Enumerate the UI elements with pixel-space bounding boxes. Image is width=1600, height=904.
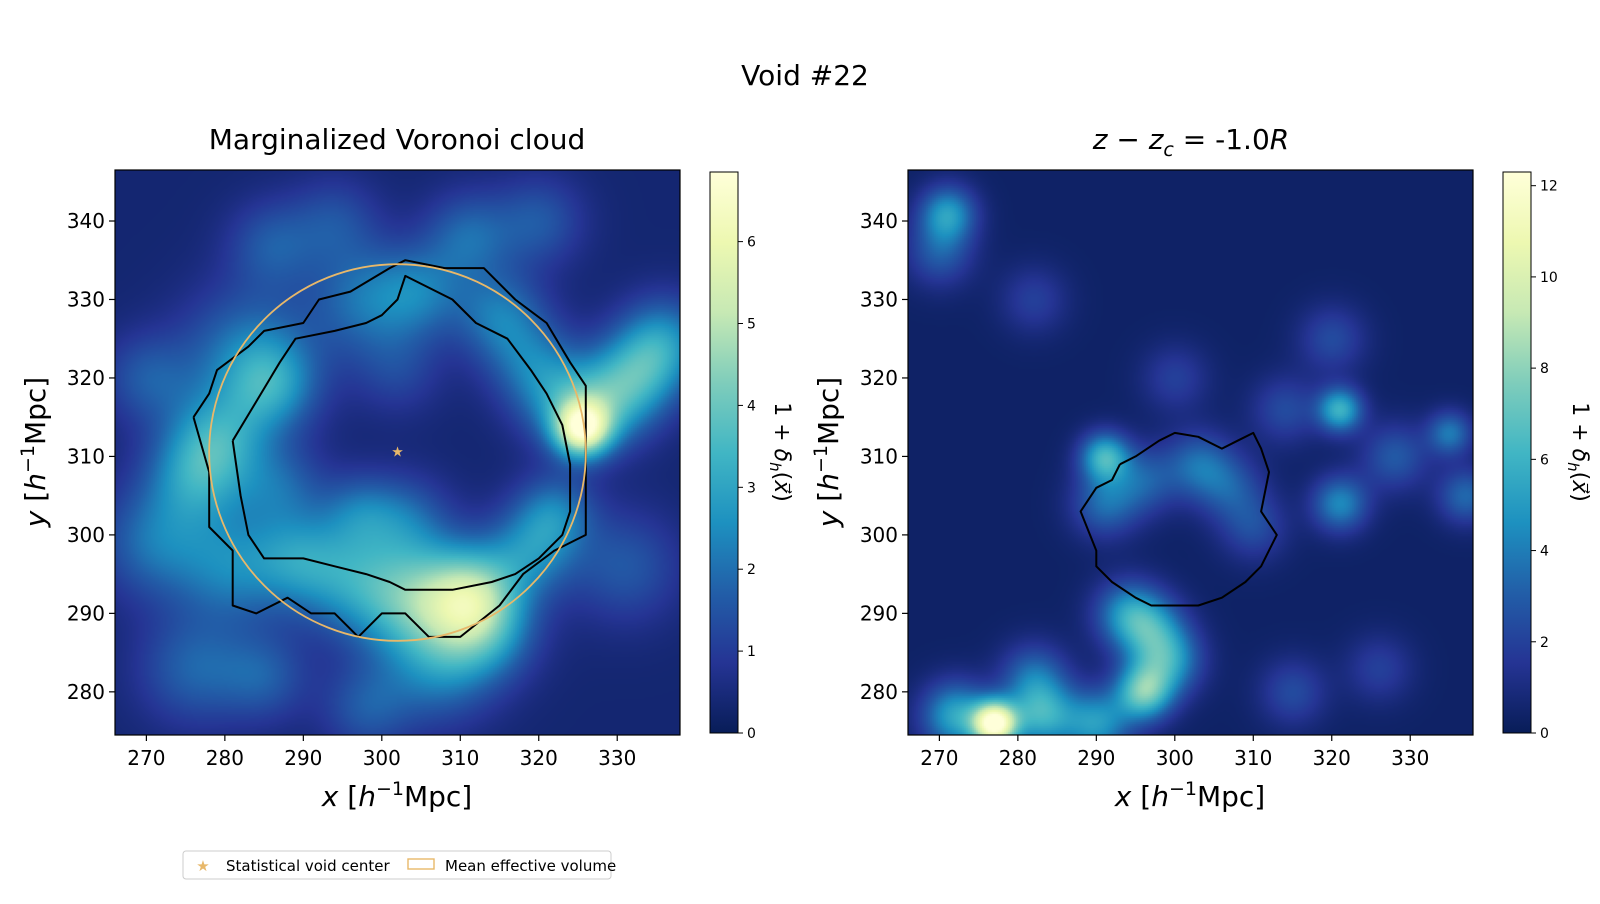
colorbar-tick-label: 8: [1540, 361, 1549, 377]
x-tick-label: 310: [441, 746, 479, 770]
x-tick-label: 280: [999, 746, 1037, 770]
colorbar-tick-label: 2: [747, 562, 756, 578]
colorbar-tick-label: 3: [747, 480, 756, 496]
colorbar-tick-label: 2: [1540, 635, 1549, 651]
x-tick-label: 330: [598, 746, 636, 770]
x-axis-ticks: 270 280 290 300 310 320 330: [127, 735, 636, 770]
colorbar: [1502, 171, 1532, 734]
x-tick-label: 300: [363, 746, 401, 770]
panel-voronoi-cloud: Marginalized Voronoi cloud ★ 270 280 290 30…: [17, 123, 794, 813]
x-tick-label: 320: [520, 746, 558, 770]
colorbar-tick-label: 0: [747, 726, 756, 742]
y-tick-label: 340: [860, 209, 898, 233]
colorbar-tick-label: 1: [747, 644, 756, 660]
y-axis-ticks: 280 290 300 310 320 330 340: [860, 209, 908, 704]
x-tick-label: 270: [127, 746, 165, 770]
y-tick-label: 280: [860, 680, 898, 704]
y-tick-label: 320: [860, 366, 898, 390]
x-axis-label: x [h−1Mpc]: [321, 778, 472, 813]
void-contour-line: [192, 259, 587, 638]
y-tick-label: 330: [860, 287, 898, 311]
legend-rect-icon: [407, 858, 435, 870]
plot-frame: [907, 169, 1474, 736]
colorbar-tick-label: 6: [1540, 452, 1549, 468]
colorbar-tick-label: 5: [747, 317, 756, 333]
legend: ★ Statistical void center Mean effective…: [182, 850, 616, 880]
y-tick-label: 310: [67, 444, 105, 468]
y-tick-label: 320: [67, 366, 105, 390]
figure-title: Void #22: [741, 59, 869, 92]
colorbar-tick-label: 6: [747, 235, 756, 251]
x-tick-label: 280: [206, 746, 244, 770]
y-tick-label: 290: [67, 601, 105, 625]
colorbar-tick-label: 4: [1540, 544, 1549, 560]
colorbar-tick-label: 0: [1540, 726, 1549, 742]
x-tick-label: 300: [1156, 746, 1194, 770]
void-contour-line: [1079, 431, 1278, 607]
colorbar-ticks: 0 2 4 6 8 10 12: [1531, 179, 1558, 742]
y-tick-label: 340: [67, 209, 105, 233]
legend-label-void-center: Statistical void center: [226, 857, 390, 875]
title-math: z − z: [1092, 123, 1165, 156]
title-middle: = -1.0: [1174, 123, 1270, 156]
colorbar: [709, 171, 739, 734]
x-axis-ticks: 270 280 290 300 310 320 330: [920, 735, 1429, 770]
plot-frame: [114, 169, 681, 736]
legend-star-icon: ★: [196, 857, 209, 875]
density-heatmap: [908, 170, 1473, 735]
y-axis-label: y [h−1Mpc]: [810, 377, 845, 528]
y-axis-label: y [h−1Mpc]: [17, 377, 52, 528]
y-tick-label: 300: [67, 523, 105, 547]
legend-frame: [182, 850, 612, 880]
y-tick-label: 290: [860, 601, 898, 625]
panel-slice: z − zc = -1.0R 270 280 290 300 310 320 330 280…: [810, 123, 1592, 813]
y-tick-label: 310: [860, 444, 898, 468]
x-tick-label: 320: [1313, 746, 1351, 770]
void-center-star: ★: [391, 445, 404, 461]
void-contour-line: [231, 274, 572, 591]
y-tick-label: 280: [67, 680, 105, 704]
x-tick-label: 290: [1077, 746, 1115, 770]
legend-label-effective-volume: Mean effective volume: [445, 857, 616, 875]
panel-title: z − zc = -1.0R: [1092, 123, 1289, 161]
x-tick-label: 310: [1234, 746, 1272, 770]
y-axis-ticks: 280 290 300 310 320 330 340: [67, 209, 115, 704]
y-tick-label: 300: [860, 523, 898, 547]
void-contours: [1079, 431, 1278, 607]
x-tick-label: 290: [284, 746, 322, 770]
mean-effective-volume-circle: [208, 263, 587, 642]
colorbar-label: 1 + δh(x⃗): [766, 402, 794, 502]
y-tick-label: 330: [67, 287, 105, 311]
colorbar-tick-label: 12: [1540, 179, 1558, 195]
colorbar-tick-label: 10: [1540, 270, 1558, 286]
colorbar-tick-label: 4: [747, 398, 756, 414]
x-tick-label: 330: [1391, 746, 1429, 770]
x-axis-label: x [h−1Mpc]: [1114, 778, 1265, 813]
void-contours: [192, 259, 587, 638]
x-tick-label: 270: [920, 746, 958, 770]
colorbar-label: 1 + δh(x⃗): [1564, 402, 1592, 502]
colorbar-ticks: 0 1 2 3 4 5 6: [738, 235, 756, 742]
title-unit: R: [1270, 123, 1289, 156]
title-subscript: c: [1163, 139, 1174, 161]
panel-title: Marginalized Voronoi cloud: [209, 123, 585, 156]
